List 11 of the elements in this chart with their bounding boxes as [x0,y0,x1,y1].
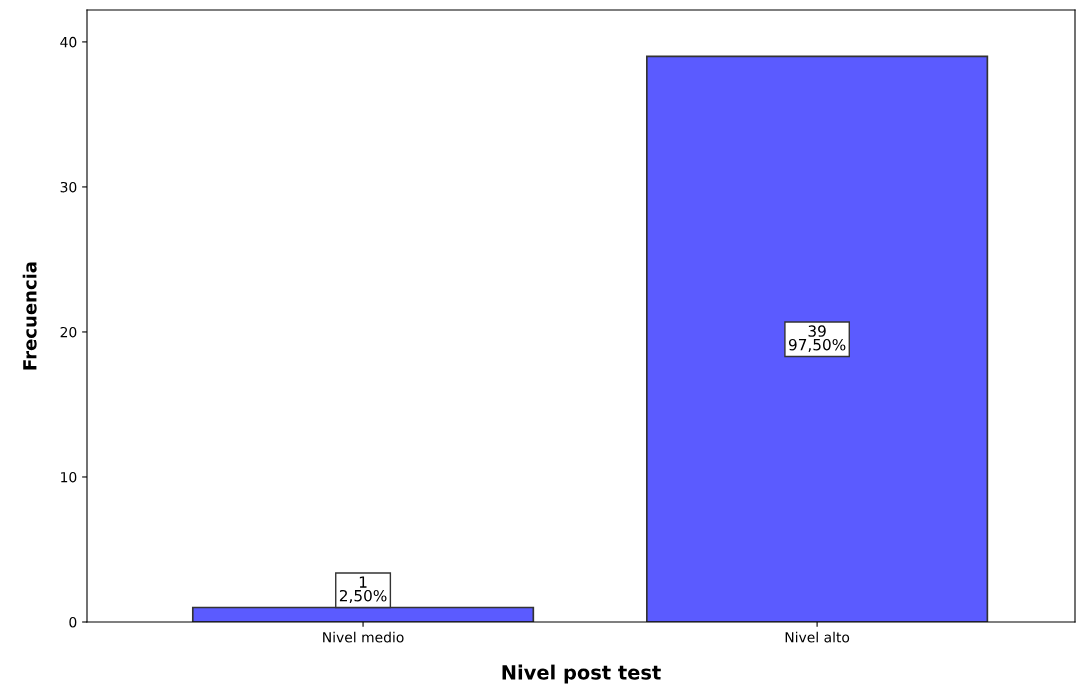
x-axis-title: Nivel post test [502,664,661,684]
y-tick-label: 20 [60,326,77,338]
y-tick-label: 0 [69,616,77,628]
y-axis-title: Frecuencia [22,262,37,370]
data-label: 39 97,50% [788,325,846,353]
x-tick-label: Nivel medio [323,631,404,643]
y-tick-label: 30 [60,181,77,193]
y-tick-label: 40 [60,36,77,48]
data-label: 1 2,50% [339,576,387,604]
x-tick-label: Nivel alto [785,631,850,643]
y-tick-label: 10 [61,471,77,483]
